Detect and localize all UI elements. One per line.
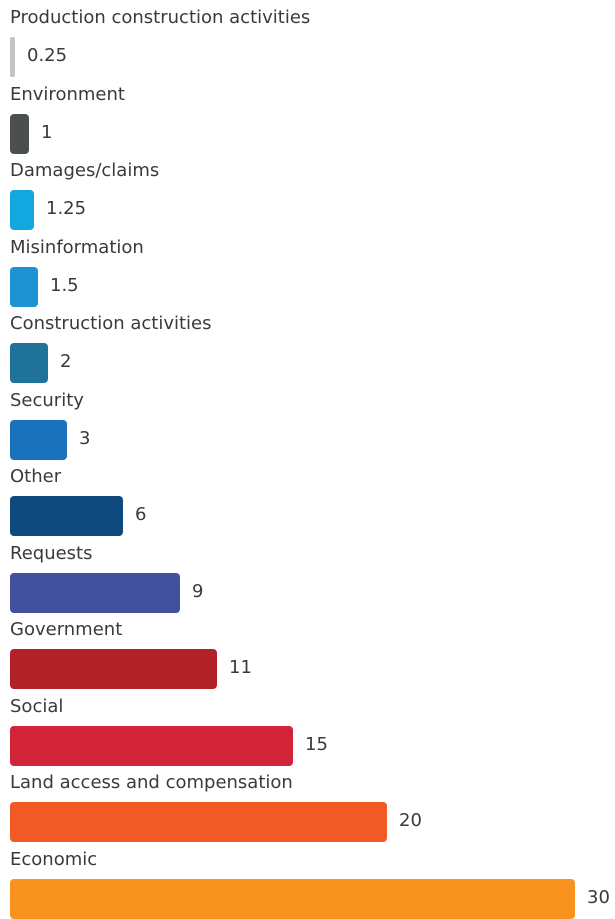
category-label: Damages/claims	[10, 160, 160, 181]
bar	[10, 878, 575, 919]
category-label: Security	[10, 389, 84, 411]
value-label: 6	[135, 504, 147, 525]
bar	[10, 266, 38, 307]
bar	[10, 113, 29, 154]
bar-row: Environment 1	[0, 77, 615, 154]
category-label: Production construction activities	[10, 7, 311, 28]
bar-row: Damages/claims 1.25	[0, 153, 615, 230]
bar	[10, 419, 67, 460]
category-label: Misinformation	[10, 236, 144, 258]
bar-row: Government 11	[0, 612, 615, 689]
bar	[10, 343, 48, 383]
value-label: 1.25	[46, 198, 87, 219]
value-label: 0.25	[27, 45, 68, 66]
category-label: Environment	[10, 83, 125, 105]
category-label: Social	[10, 695, 64, 717]
bar	[10, 496, 123, 536]
value-label: 15	[305, 733, 328, 755]
bar-row: Requests 9	[0, 536, 615, 613]
bar-row: Construction activities 2	[0, 306, 615, 383]
category-label: Other	[10, 466, 62, 487]
bar	[10, 37, 15, 77]
bar-row: Social 15	[0, 689, 615, 766]
bar	[10, 190, 34, 230]
category-label: Government	[10, 619, 123, 640]
value-label: 2	[60, 351, 72, 372]
value-label: 20	[399, 810, 422, 831]
category-label: Economic	[10, 848, 98, 870]
value-label: 1	[41, 121, 53, 143]
bar-row: Economic 30	[0, 842, 615, 919]
value-label: 3	[79, 427, 91, 449]
category-label: Construction activities	[10, 313, 212, 334]
bar	[10, 649, 217, 689]
bar-row: Security 3	[0, 383, 615, 460]
value-label: 1.5	[50, 274, 79, 296]
bar-row: Misinformation 1.5	[0, 230, 615, 307]
bar-row: Land access and compensation 20	[0, 765, 615, 842]
bar	[10, 725, 293, 766]
bar-row: Other 6	[0, 459, 615, 536]
bar-row: Production construction activities 0.25	[0, 0, 615, 77]
bar	[10, 802, 387, 842]
value-label: 30	[587, 886, 610, 908]
value-label: 11	[229, 657, 252, 678]
category-label: Requests	[10, 542, 93, 564]
value-label: 9	[192, 580, 204, 602]
category-label: Land access and compensation	[10, 772, 293, 793]
bar	[10, 572, 180, 613]
